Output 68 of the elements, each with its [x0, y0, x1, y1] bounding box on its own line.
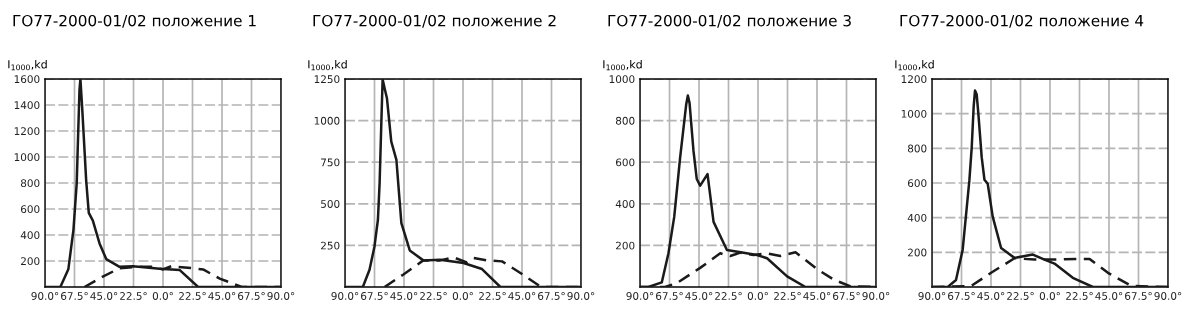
y-axis-title: I$_{1000}$,kd: [8, 59, 47, 71]
x-tick-label: 45.0°: [977, 292, 1005, 300]
x-tick-label: 22.5°: [120, 292, 147, 300]
y-tick-label: 1000: [901, 109, 927, 118]
x-tick-label: 45.0°: [90, 292, 118, 300]
y-tick-label: 200: [21, 257, 40, 266]
x-tick-label: 22.5°: [1007, 292, 1034, 300]
x-tick-label: 67.5°: [948, 292, 975, 300]
y-axis-title: I$_{1000}$,kd: [895, 59, 934, 71]
y-tick-label: 750: [321, 158, 340, 167]
chart-title: ГО77-2000-01/02 положение 1: [13, 14, 256, 28]
x-tick-label: 22.5°: [179, 292, 206, 300]
y-axis-title: I$_{1000}$,kd: [308, 59, 347, 71]
x-tick-label: 90.0°: [918, 292, 946, 300]
y-tick-label: 400: [20, 231, 40, 240]
x-tick-label: 0.0°: [152, 292, 173, 300]
y-tick-label: 400: [907, 213, 927, 222]
y-tick-label: 1250: [314, 75, 340, 84]
x-tick-label: 90.0°: [626, 292, 654, 300]
x-tick-label: 90.0°: [567, 292, 595, 300]
x-tick-label: 45.0°: [208, 292, 236, 300]
x-tick-label: 0.0°: [1039, 292, 1060, 300]
y-tick-label: 1000: [609, 75, 635, 84]
x-tick-label: 0.0°: [452, 292, 473, 300]
x-tick-label: 67.5°: [61, 292, 88, 300]
y-tick-label: 200: [616, 241, 635, 250]
y-tick-label: 1000: [14, 153, 40, 162]
x-tick-label: 67.5°: [656, 292, 683, 300]
chart-title: ГО77-2000-01/02 положение 4: [900, 14, 1144, 28]
y-tick-label: 600: [20, 205, 40, 214]
y-tick-label: 1000: [314, 116, 340, 125]
x-tick-label: 90.0°: [31, 292, 59, 300]
x-tick-label: 67.5°: [538, 292, 565, 300]
y-tick-label: 1200: [901, 75, 927, 84]
x-tick-label: 67.5°: [1125, 292, 1152, 300]
x-tick-label: 22.5°: [479, 292, 506, 300]
x-tick-label: 22.5°: [420, 292, 447, 300]
x-tick-label: 67.5°: [833, 292, 860, 300]
x-tick-label: 67.5°: [361, 292, 388, 300]
y-tick-label: 250: [321, 241, 340, 250]
x-tick-label: 90.0°: [1154, 292, 1182, 300]
y-tick-label: 1400: [14, 101, 40, 110]
x-tick-label: 45.0°: [803, 292, 831, 300]
x-tick-label: 45.0°: [685, 292, 713, 300]
x-tick-label: 22.5°: [774, 292, 801, 300]
y-tick-label: 600: [615, 158, 635, 167]
x-tick-label: 90.0°: [331, 292, 359, 300]
y-tick-label: 1600: [14, 75, 40, 84]
x-tick-label: 90.0°: [267, 292, 295, 300]
y-tick-label: 1200: [14, 127, 40, 136]
y-tick-label: 800: [907, 144, 927, 153]
y-tick-label: 600: [907, 179, 927, 188]
y-tick-label: 800: [615, 116, 635, 125]
x-tick-label: 0.0°: [747, 292, 768, 300]
x-tick-label: 22.5°: [1066, 292, 1093, 300]
y-tick-label: 500: [321, 200, 340, 208]
x-tick-label: 45.0°: [1095, 292, 1123, 300]
chart-title: ГО77-2000-01/02 положение 3: [608, 14, 851, 28]
y-tick-label: 800: [20, 179, 40, 188]
x-tick-label: 67.5°: [238, 292, 265, 300]
y-axis-title: I$_{1000}$,kd: [603, 59, 642, 71]
y-tick-label: 200: [908, 248, 927, 257]
x-tick-label: 90.0°: [862, 292, 890, 300]
x-tick-label: 22.5°: [715, 292, 742, 300]
x-tick-label: 45.0°: [390, 292, 418, 300]
x-tick-label: 45.0°: [508, 292, 536, 300]
chart-title: ГО77-2000-01/02 положение 2: [313, 14, 556, 28]
y-tick-label: 400: [615, 200, 635, 208]
